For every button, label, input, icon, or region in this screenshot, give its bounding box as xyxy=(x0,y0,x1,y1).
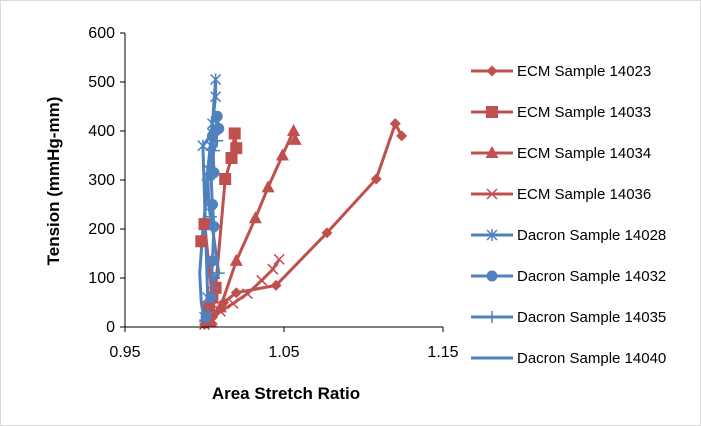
series-points-6 xyxy=(200,110,225,323)
data-point xyxy=(261,180,275,193)
data-point xyxy=(230,142,243,155)
data-point xyxy=(214,305,226,317)
legend-label: ECM Sample 14023 xyxy=(517,63,651,80)
legend-marker xyxy=(486,65,498,77)
legend-label: Dacron Sample 14028 xyxy=(517,227,666,244)
series-points-7 xyxy=(201,134,225,319)
legend-marker xyxy=(486,188,498,200)
x-axis-title: Area Stretch Ratio xyxy=(212,384,360,403)
y-tick-label: 100 xyxy=(88,270,115,287)
y-axis-title: Tension (mmHg-mm) xyxy=(44,97,63,266)
data-point xyxy=(210,90,222,103)
legend-marker xyxy=(486,270,498,282)
data-point xyxy=(210,73,222,86)
legend-entry: ECM Sample 14036 xyxy=(471,186,651,203)
series-points-4 xyxy=(198,253,285,331)
series-lines xyxy=(198,78,404,326)
data-point xyxy=(273,253,285,265)
legend-label: Dacron Sample 14040 xyxy=(517,350,666,367)
data-point xyxy=(219,173,232,186)
data-point xyxy=(228,127,241,140)
data-point xyxy=(208,144,221,157)
data-point xyxy=(270,279,282,291)
data-point xyxy=(201,174,214,186)
legend-entry: Dacron Sample 14032 xyxy=(471,268,666,285)
legend-label: Dacron Sample 14035 xyxy=(517,309,666,326)
legend-marker xyxy=(486,106,498,118)
legend-marker xyxy=(485,146,499,158)
data-point xyxy=(208,167,220,179)
data-point xyxy=(389,118,401,130)
data-point xyxy=(287,124,301,136)
data-point xyxy=(225,151,238,164)
data-point xyxy=(248,211,262,224)
x-axis-ticks: 0.95 1.05 1.15 xyxy=(109,327,459,361)
x-tick-label: 1.05 xyxy=(268,344,299,361)
data-point xyxy=(288,132,302,145)
data-point xyxy=(206,281,219,294)
legend-entry: ECM Sample 14034 xyxy=(471,145,651,162)
legend: ECM Sample 14023 ECM Sample 14033 ECM Samp… xyxy=(471,63,666,367)
data-point xyxy=(213,123,225,135)
data-point xyxy=(205,292,217,304)
data-point xyxy=(208,272,221,284)
data-point xyxy=(201,306,214,319)
y-tick-label: 0 xyxy=(106,319,115,336)
y-tick-label: 600 xyxy=(88,25,115,42)
data-point xyxy=(211,134,224,147)
y-tick-label: 500 xyxy=(88,74,115,91)
data-point xyxy=(370,173,382,185)
legend-entry: ECM Sample 14023 xyxy=(471,63,651,80)
data-point xyxy=(198,218,211,231)
legend-entry: Dacron Sample 14028 xyxy=(471,227,666,244)
data-point xyxy=(267,263,279,275)
data-point xyxy=(396,130,408,142)
data-point xyxy=(229,253,243,266)
data-point xyxy=(211,110,223,122)
legend-marker xyxy=(486,311,498,323)
y-tick-label: 300 xyxy=(88,172,115,189)
x-tick-label: 0.95 xyxy=(109,344,140,361)
series-markers xyxy=(195,73,408,331)
data-point xyxy=(227,297,239,310)
data-point xyxy=(321,227,333,239)
series-points-3 xyxy=(204,124,302,328)
legend-marker xyxy=(486,229,498,241)
data-point xyxy=(275,148,289,161)
data-point xyxy=(212,267,225,280)
legend-label: Dacron Sample 14032 xyxy=(517,268,666,285)
data-point xyxy=(208,221,220,233)
data-point xyxy=(197,139,209,152)
legend-entry: ECM Sample 14033 xyxy=(471,104,651,121)
data-point xyxy=(213,300,227,313)
data-point xyxy=(200,311,212,323)
data-point xyxy=(230,287,242,299)
legend-label: ECM Sample 14036 xyxy=(517,186,651,203)
data-point xyxy=(204,210,217,223)
data-point xyxy=(241,288,253,300)
legend-label: ECM Sample 14033 xyxy=(517,104,651,121)
legend-entry: Dacron Sample 14040 xyxy=(471,350,666,367)
legend-label: ECM Sample 14034 xyxy=(517,145,651,162)
x-tick-label: 1.15 xyxy=(427,344,458,361)
data-point xyxy=(195,235,208,248)
data-point xyxy=(203,203,216,216)
y-tick-label: 400 xyxy=(88,123,115,140)
y-tick-label: 200 xyxy=(88,221,115,238)
data-point xyxy=(256,274,268,286)
data-point xyxy=(203,301,216,314)
y-axis-ticks: 0 100 200 300 400 500 600 xyxy=(88,25,125,336)
data-point xyxy=(206,255,218,267)
legend-entry: Dacron Sample 14035 xyxy=(471,309,666,326)
